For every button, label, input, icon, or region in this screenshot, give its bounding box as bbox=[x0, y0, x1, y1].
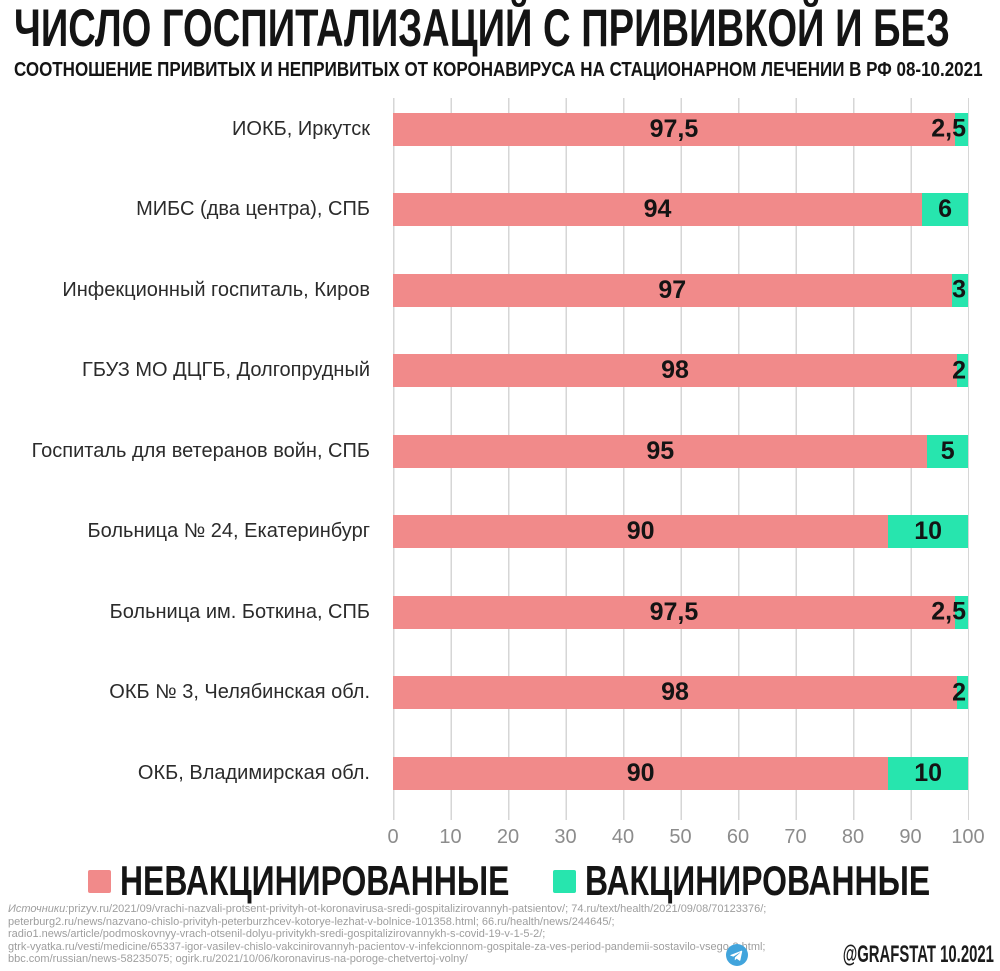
source-line: gtrk-vyatka.ru/vesti/medicine/65337-igor… bbox=[8, 940, 766, 953]
x-axis-tick: 100 bbox=[951, 826, 985, 848]
value-label-vaccinated: 5 bbox=[940, 436, 955, 465]
value-label-unvaccinated: 97 bbox=[658, 275, 687, 304]
legend-label-unvaccinated: НЕВАКЦИНИРОВАННЫЕ bbox=[120, 857, 510, 904]
chart-row: ОКБ № 3, Челябинская обл. 98 2 bbox=[0, 653, 1000, 734]
bar-segment-vaccinated: 10 bbox=[888, 756, 968, 790]
bar-segment-vaccinated: 3 bbox=[951, 273, 968, 307]
chart-row: Инфекционный госпиталь, Киров 97 3 bbox=[0, 250, 1000, 331]
x-axis-tick: 10 bbox=[439, 826, 462, 848]
chart-row: МИБС (два центра), СПБ 94 6 bbox=[0, 170, 1000, 251]
source-line: radio1.news/article/podmoskovnyy-vrach-o… bbox=[8, 928, 546, 941]
source-line: Источники:prizyv.ru/2021/09/vrachi-nazva… bbox=[8, 903, 767, 915]
category-label: Больница № 24, Екатеринбург bbox=[87, 520, 370, 543]
bar-segment-unvaccinated: 97,5 bbox=[393, 595, 955, 629]
bar-segment-unvaccinated: 94 bbox=[393, 193, 923, 227]
category-label: ОКБ № 3, Челябинская обл. bbox=[109, 681, 370, 704]
stacked-bar: 90 10 bbox=[393, 756, 968, 790]
stacked-bar: 97,5 2,5 bbox=[393, 595, 968, 629]
value-label-unvaccinated: 98 bbox=[661, 356, 689, 385]
stacked-bar: 94 6 bbox=[393, 193, 968, 227]
source-line: peterburg2.ru/news/nazvano-chislo-privit… bbox=[8, 915, 615, 928]
value-label-vaccinated: 10 bbox=[914, 517, 943, 546]
telegram-icon bbox=[726, 944, 749, 966]
x-axis-tick: 30 bbox=[554, 826, 577, 848]
x-axis-tick: 20 bbox=[496, 826, 520, 848]
stacked-bar: 97,5 2,5 bbox=[393, 112, 968, 146]
stacked-bar: 98 2 bbox=[393, 676, 968, 710]
stacked-bar: 97 3 bbox=[393, 273, 968, 307]
bar-segment-vaccinated: 10 bbox=[888, 515, 968, 549]
page-subtitle: СООТНОШЕНИЕ ПРИВИТЫХ И НЕПРИВИТЫХ ОТ КОР… bbox=[14, 59, 983, 81]
stacked-bar: 98 2 bbox=[393, 354, 968, 388]
credit-handle: @GRAFSTAT 10.2021 bbox=[842, 941, 994, 968]
stacked-bar: 90 10 bbox=[393, 515, 968, 549]
value-label-vaccinated: 3 bbox=[952, 275, 966, 304]
bar-segment-vaccinated: 2 bbox=[952, 676, 968, 710]
bar-segment-unvaccinated: 98 bbox=[393, 354, 958, 388]
value-label-unvaccinated: 97,5 bbox=[649, 597, 699, 626]
source-line: bbc.com/russian/news-58235075; ogirk.ru/… bbox=[8, 953, 468, 966]
legend-swatch-vaccinated bbox=[553, 869, 576, 893]
value-label-unvaccinated: 95 bbox=[646, 436, 675, 465]
chart-row: Госпиталь для ветеранов войн, СПБ 95 5 bbox=[0, 411, 1000, 492]
x-axis-tick: 50 bbox=[669, 826, 692, 848]
value-label-vaccinated: 6 bbox=[938, 195, 952, 224]
legend-swatch-unvaccinated bbox=[88, 869, 111, 893]
bar-segment-vaccinated: 2,5 bbox=[931, 112, 968, 146]
category-label: ГБУЗ МО ДЦГБ, Долгопрудный bbox=[81, 359, 370, 382]
legend-item-vaccinated: ВАКЦИНИРОВАННЫЕ bbox=[553, 860, 1000, 902]
legend-label-vaccinated: ВАКЦИНИРОВАННЫЕ bbox=[585, 857, 931, 904]
sources-block: Источники:prizyv.ru/2021/09/vrachi-nazva… bbox=[8, 903, 878, 966]
value-label-vaccinated: 2 bbox=[952, 356, 966, 385]
bar-segment-unvaccinated: 97,5 bbox=[393, 112, 955, 146]
category-label: Госпиталь для ветеранов войн, СПБ bbox=[31, 439, 370, 462]
chart-row: ГБУЗ МО ДЦГБ, Долгопрудный 98 2 bbox=[0, 331, 1000, 412]
value-label-unvaccinated: 90 bbox=[626, 517, 655, 546]
category-label: МИБС (два центра), СПБ bbox=[136, 198, 370, 221]
chart-rows: ИОКБ, Иркутск 97,5 2,5 МИБС (два центра), С… bbox=[0, 89, 1000, 814]
value-label-unvaccinated: 98 bbox=[661, 678, 689, 707]
sources-label: Источники: bbox=[8, 903, 69, 915]
category-label: Больница им. Боткина, СПБ bbox=[109, 600, 370, 623]
value-label-vaccinated: 2 bbox=[952, 678, 966, 707]
bar-segment-unvaccinated: 95 bbox=[393, 434, 928, 468]
legend-item-unvaccinated: НЕВАКЦИНИРОВАННЫЕ bbox=[88, 860, 632, 902]
x-axis-tick: 90 bbox=[899, 826, 922, 848]
page-title: ЧИСЛО ГОСПИТАЛИЗАЦИЙ С ПРИВИВКОЙ И БЕЗ bbox=[14, 0, 950, 58]
category-label: ИОКБ, Иркутск bbox=[232, 117, 370, 140]
value-label-vaccinated: 2,5 bbox=[931, 597, 966, 626]
value-label-unvaccinated: 94 bbox=[643, 195, 672, 224]
bar-segment-unvaccinated: 90 bbox=[393, 756, 889, 790]
bar-segment-vaccinated: 2,5 bbox=[931, 595, 968, 629]
value-label-vaccinated: 2,5 bbox=[931, 114, 966, 143]
value-label-unvaccinated: 90 bbox=[626, 758, 655, 787]
chart-row: ОКБ, Владимирская обл. 90 10 bbox=[0, 733, 1000, 814]
bar-segment-vaccinated: 2 bbox=[952, 354, 968, 388]
bar-segment-unvaccinated: 90 bbox=[393, 515, 889, 549]
category-label: ОКБ, Владимирская обл. bbox=[137, 761, 370, 784]
x-axis-tick: 80 bbox=[841, 826, 865, 848]
x-axis-tick: 60 bbox=[726, 826, 750, 848]
value-label-unvaccinated: 97,5 bbox=[649, 114, 699, 143]
chart-row: ИОКБ, Иркутск 97,5 2,5 bbox=[0, 89, 1000, 170]
x-axis-tick: 70 bbox=[784, 826, 807, 848]
stacked-bar: 95 5 bbox=[393, 434, 969, 468]
x-axis-tick: 0 bbox=[387, 826, 399, 848]
x-axis-tick: 40 bbox=[611, 826, 635, 848]
bar-segment-vaccinated: 6 bbox=[922, 193, 968, 227]
bar-segment-unvaccinated: 98 bbox=[393, 676, 958, 710]
chart-row: Больница им. Боткина, СПБ 97,5 2,5 bbox=[0, 572, 1000, 653]
credit-badge: @GRAFSTAT 10.2021 bbox=[726, 942, 994, 968]
value-label-vaccinated: 10 bbox=[914, 758, 943, 787]
bar-segment-vaccinated: 5 bbox=[927, 434, 969, 468]
chart-row: Больница № 24, Екатеринбург 90 10 bbox=[0, 492, 1000, 573]
category-label: Инфекционный госпиталь, Киров bbox=[62, 278, 370, 301]
bar-segment-unvaccinated: 97 bbox=[393, 273, 952, 307]
x-axis: 0 10 20 30 40 50 60 70 80 90 100 bbox=[387, 826, 984, 852]
